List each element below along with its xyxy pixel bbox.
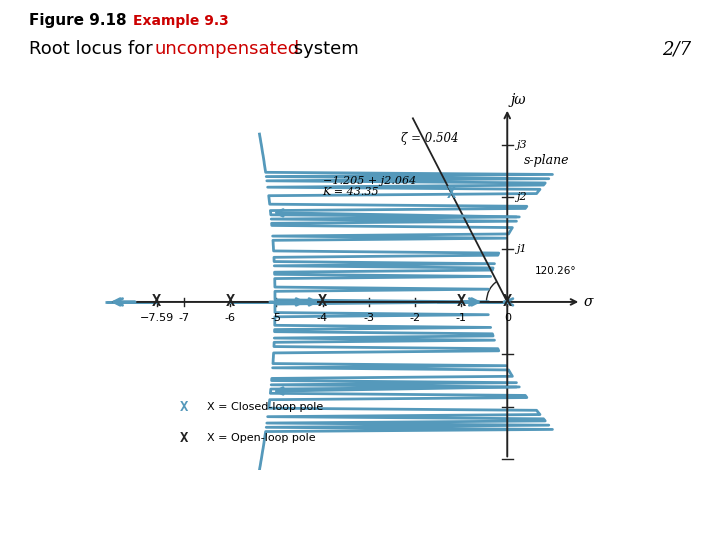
Text: X: X — [456, 294, 466, 309]
Text: X: X — [180, 400, 188, 414]
Text: ζ = 0.504: ζ = 0.504 — [401, 132, 459, 145]
Text: -3: -3 — [363, 314, 374, 323]
Text: -2: -2 — [410, 314, 420, 323]
Text: -5: -5 — [271, 314, 282, 323]
Text: 2/7: 2/7 — [662, 40, 691, 58]
Text: X: X — [318, 294, 327, 309]
Text: X: X — [447, 186, 456, 201]
Text: X: X — [152, 294, 161, 309]
Text: X: X — [180, 431, 188, 446]
Text: Root locus for: Root locus for — [29, 40, 158, 58]
Text: σ: σ — [583, 295, 593, 309]
Text: Figure 9.18: Figure 9.18 — [29, 14, 127, 29]
Text: 0: 0 — [504, 314, 510, 323]
Text: 120.26°: 120.26° — [535, 266, 577, 276]
Text: jω: jω — [511, 93, 526, 107]
Text: -7: -7 — [179, 314, 189, 323]
Text: uncompensated: uncompensated — [155, 40, 300, 58]
Text: j3: j3 — [516, 139, 526, 150]
Text: −7.59: −7.59 — [140, 314, 174, 323]
Text: s-plane: s-plane — [523, 154, 569, 167]
Text: -1: -1 — [456, 314, 467, 323]
Text: −1.205 + j2.064
K = 43.35: −1.205 + j2.064 K = 43.35 — [323, 176, 415, 197]
Text: Example 9.3: Example 9.3 — [133, 14, 229, 28]
Text: X: X — [503, 294, 512, 309]
Text: -4: -4 — [317, 314, 328, 323]
Text: X: X — [225, 294, 235, 309]
Text: j2: j2 — [516, 192, 526, 202]
Text: -6: -6 — [225, 314, 235, 323]
Text: X = Closed-loop pole: X = Closed-loop pole — [207, 402, 323, 412]
Text: system: system — [288, 40, 359, 58]
Text: j1: j1 — [516, 245, 526, 254]
Text: X = Open-loop pole: X = Open-loop pole — [207, 433, 315, 443]
